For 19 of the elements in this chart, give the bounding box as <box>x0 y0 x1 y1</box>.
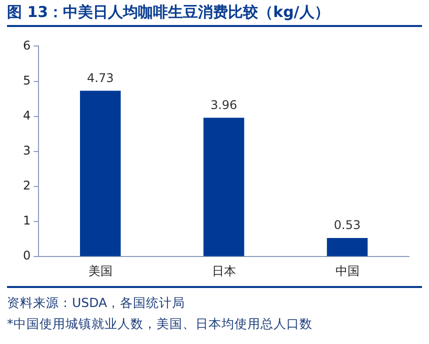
bar <box>203 118 244 256</box>
data-label: 3.96 <box>210 98 238 112</box>
data-label: 0.53 <box>334 218 361 232</box>
text: 资料来源：USDA，各国统计局 <box>7 294 186 312</box>
x-tick-label: 日本 <box>212 264 236 278</box>
y-tick-label: 5 <box>22 73 31 88</box>
bar <box>326 238 368 256</box>
x-tick-label: 中国 <box>335 264 360 278</box>
y-tick-label: 0 <box>22 248 31 263</box>
text: *中国使用城镇就业人数，美国、日本均使用总人口数 <box>7 315 314 333</box>
chart-title: 图 13：中美日人均咖啡生豆消费比较（kg/人） <box>7 3 422 27</box>
y-tick-label: 3 <box>22 144 31 158</box>
y-tick-label: 4 <box>22 108 31 122</box>
data-label: 4.73 <box>87 70 114 85</box>
x-tick-label: 美国 <box>88 264 112 278</box>
bar <box>80 90 121 256</box>
y-tick-label: 2 <box>22 178 31 193</box>
y-tick-label: 1 <box>22 214 31 228</box>
y-tick-label: 6 <box>22 38 31 52</box>
